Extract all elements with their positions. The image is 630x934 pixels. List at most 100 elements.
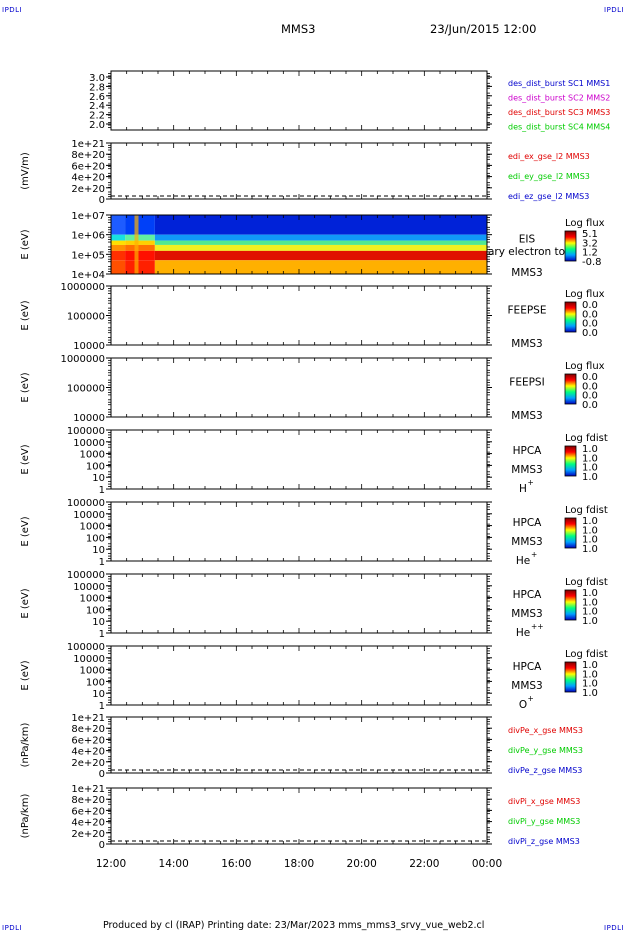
spectrogram-cell bbox=[154, 234, 487, 241]
colorbar-tick-label: 1.2 bbox=[582, 248, 598, 259]
legend-entry: divPi_x_gse MMS3 bbox=[508, 797, 580, 806]
legend-entry: des_dist_burst SC3 MMS3 bbox=[508, 108, 610, 117]
corner-label-bottom-left: IPDLI bbox=[2, 924, 23, 932]
y-tick-label: 0 bbox=[99, 195, 105, 206]
colorbar-tick-label: 1.0 bbox=[582, 660, 598, 671]
colorbar-tick-label: 0.0 bbox=[582, 372, 598, 383]
species-charge: + bbox=[528, 478, 534, 487]
spectrogram-cell bbox=[154, 215, 487, 235]
colorbar bbox=[564, 301, 577, 333]
y-axis-label: E (eV) bbox=[20, 372, 31, 402]
y-tick-label: 100 bbox=[86, 677, 105, 688]
y-tick-label: 100000 bbox=[67, 312, 105, 323]
colorbar-tick-label: 1.0 bbox=[582, 463, 598, 474]
species-charge: + bbox=[528, 694, 534, 703]
y-tick-label: 10000 bbox=[73, 510, 105, 521]
legend-entry: divPe_x_gse MMS3 bbox=[508, 726, 583, 735]
spectrogram-cell bbox=[111, 240, 126, 245]
corner-label-bottom-right: IPDLI bbox=[604, 924, 625, 932]
colorbar-title: Log fdist bbox=[565, 649, 608, 660]
legend-entry: divPi_y_gse MMS3 bbox=[508, 817, 580, 826]
colorbar-tick-label: 1.0 bbox=[582, 544, 598, 555]
colorbar bbox=[564, 373, 577, 405]
y-tick-label: 1e+21 bbox=[71, 784, 105, 795]
colorbar bbox=[564, 445, 577, 477]
time-tick-label: 12:00 bbox=[96, 858, 126, 870]
legend-entry: divPi_z_gse MMS3 bbox=[508, 837, 580, 846]
y-axis-label: (mV/m) bbox=[20, 152, 31, 190]
y-tick-label: 10 bbox=[92, 545, 105, 556]
colorbar-tick-label: 1.0 bbox=[582, 535, 598, 546]
spectrogram-cell bbox=[154, 250, 487, 261]
y-tick-label: 4e+20 bbox=[71, 747, 105, 758]
panel-frame bbox=[110, 501, 488, 562]
time-tick-label: 22:00 bbox=[409, 858, 439, 870]
spectrogram-cell bbox=[154, 244, 487, 251]
colorbar-title: Log flux bbox=[565, 289, 605, 300]
instrument-label: HPCA bbox=[513, 589, 543, 601]
spacecraft-label: MMS3 bbox=[511, 338, 542, 350]
colorbar-title: Log fdist bbox=[565, 433, 608, 444]
panel-frame bbox=[110, 70, 488, 131]
y-tick-label: 1000000 bbox=[60, 354, 105, 365]
plot-datetime: 23/Jun/2015 12:00 bbox=[430, 22, 537, 36]
overflow-label: ary electron to bbox=[488, 246, 565, 258]
y-tick-label: 2.8 bbox=[89, 82, 105, 93]
y-tick-label: 2e+20 bbox=[71, 184, 105, 195]
y-tick-label: 1000 bbox=[80, 522, 105, 533]
spectrogram-cell bbox=[125, 240, 155, 245]
y-tick-label: 1e+21 bbox=[71, 139, 105, 150]
y-tick-label: 1 bbox=[99, 701, 105, 712]
panel-frame bbox=[110, 357, 488, 418]
colorbar-tick-label: 1.0 bbox=[582, 688, 598, 699]
y-axis-label: E (eV) bbox=[20, 444, 31, 474]
y-tick-label: 1000 bbox=[80, 666, 105, 677]
y-tick-label: 2e+20 bbox=[71, 758, 105, 769]
y-tick-label: 100000 bbox=[67, 498, 105, 509]
colorbar-title: Log flux bbox=[565, 361, 605, 372]
spectrogram-cell bbox=[154, 260, 487, 274]
corner-label-top-right: IPDLI bbox=[604, 6, 625, 14]
colorbar-tick-label: 5.1 bbox=[582, 229, 598, 240]
y-tick-label: 0 bbox=[99, 840, 105, 851]
spectrogram-cell bbox=[111, 244, 126, 251]
colorbar-tick-label: 3.2 bbox=[582, 238, 598, 249]
y-tick-label: 10000 bbox=[73, 341, 105, 352]
y-tick-label: 10000 bbox=[73, 654, 105, 665]
colorbar-tick-label: 1.0 bbox=[582, 453, 598, 464]
y-tick-label: 100000 bbox=[67, 384, 105, 395]
y-tick-label: 100000 bbox=[67, 570, 105, 581]
legend-entry: des_dist_burst SC4 MMS4 bbox=[508, 123, 610, 132]
spacecraft-label: MMS3 bbox=[511, 536, 542, 548]
y-tick-label: 2e+20 bbox=[71, 829, 105, 840]
spacecraft-title: MMS3 bbox=[281, 22, 316, 36]
instrument-label: FEEPSE bbox=[508, 305, 547, 317]
y-tick-label: 8e+20 bbox=[71, 724, 105, 735]
species-label: O bbox=[519, 699, 527, 711]
y-tick-label: 4e+20 bbox=[71, 818, 105, 829]
colorbar-title: Log fdist bbox=[565, 505, 608, 516]
legend-entry: edi_ez_gse_l2 MMS3 bbox=[508, 192, 589, 201]
y-tick-label: 0 bbox=[99, 769, 105, 780]
instrument-label: HPCA bbox=[513, 661, 543, 673]
colorbar-tick-label: 1.0 bbox=[582, 472, 598, 483]
colorbar-tick-label: 1.0 bbox=[582, 597, 598, 608]
panel-frame bbox=[110, 787, 488, 845]
species-label: He bbox=[516, 555, 530, 567]
y-tick-label: 10000 bbox=[73, 582, 105, 593]
y-tick-label: 2.0 bbox=[89, 120, 105, 131]
y-tick-label: 2.6 bbox=[89, 92, 105, 103]
y-tick-label: 6e+20 bbox=[71, 735, 105, 746]
colorbar-tick-label: 1.0 bbox=[582, 525, 598, 536]
colorbar-tick-label: 0.0 bbox=[582, 391, 598, 402]
y-tick-label: 1 bbox=[99, 485, 105, 496]
y-tick-label: 1 bbox=[99, 629, 105, 640]
colorbar-title: Log fdist bbox=[565, 577, 608, 588]
panel-eis: 1e+07 1e+06 1e+05 1e+04 E (eV) EIS MMS3 ary ele… bbox=[20, 211, 605, 281]
time-tick-label: 14:00 bbox=[159, 858, 189, 870]
